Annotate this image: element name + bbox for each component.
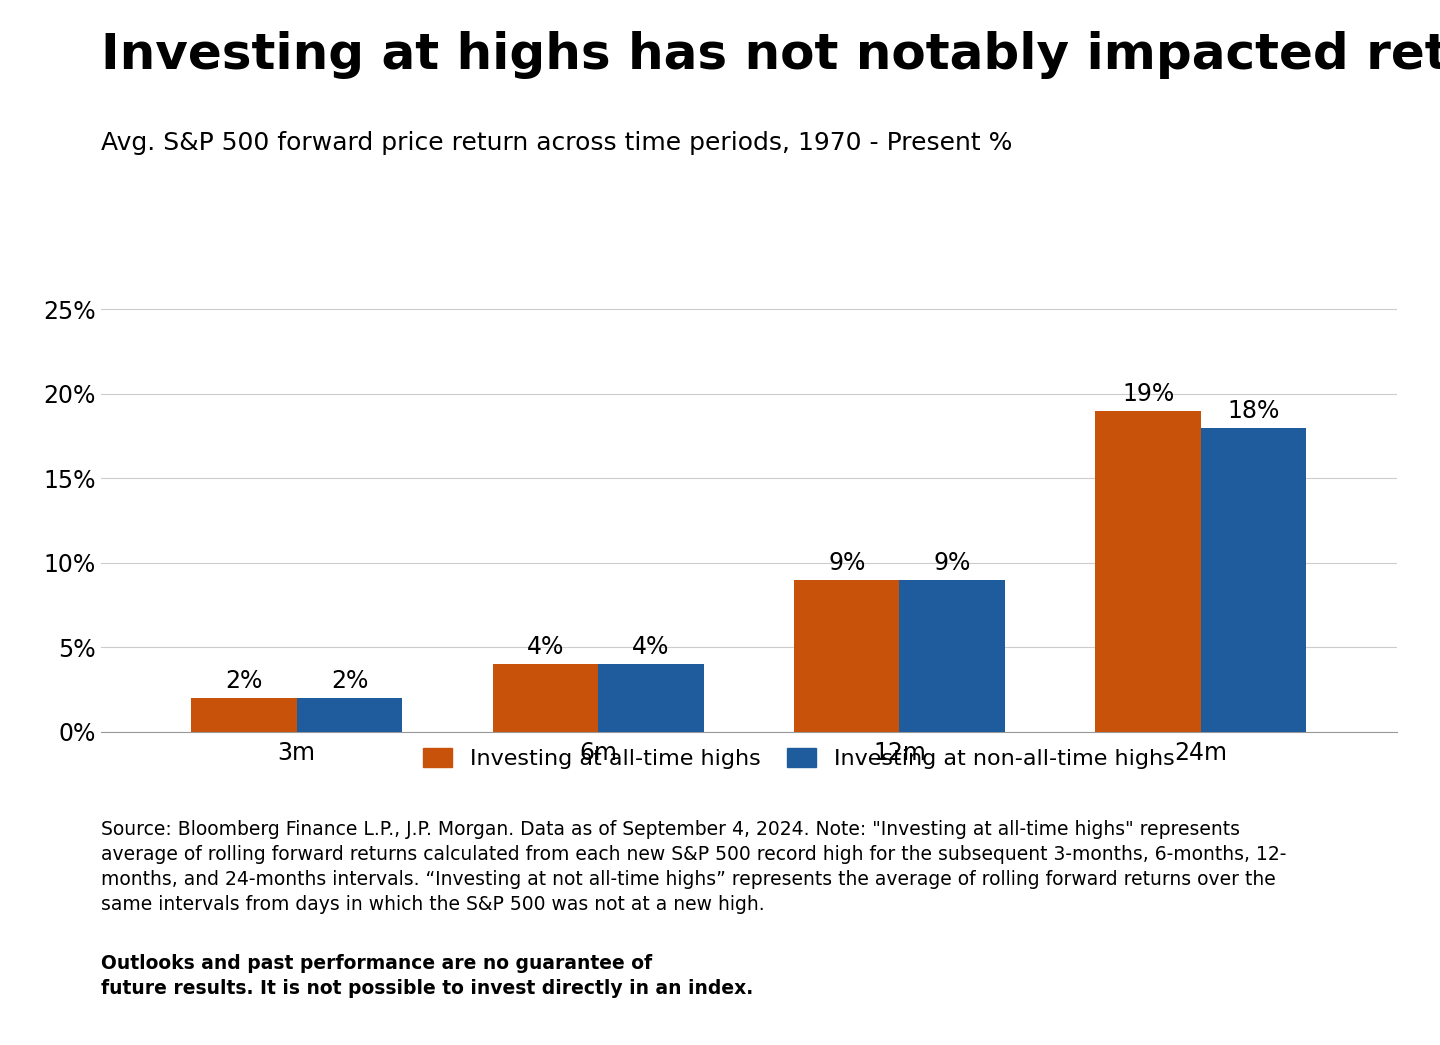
Text: 18%: 18% bbox=[1227, 398, 1280, 422]
Text: 2%: 2% bbox=[225, 669, 262, 693]
Text: Outlooks and past performance are no guarantee of
future results. It is not poss: Outlooks and past performance are no gua… bbox=[101, 954, 753, 998]
Bar bbox=[900, 580, 1005, 731]
Bar bbox=[1201, 427, 1306, 732]
Bar bbox=[598, 664, 704, 732]
Text: 9%: 9% bbox=[933, 551, 971, 575]
Text: 4%: 4% bbox=[632, 635, 670, 659]
Bar bbox=[192, 698, 297, 732]
Text: 2%: 2% bbox=[331, 669, 369, 693]
Bar bbox=[492, 664, 598, 732]
Text: Investing at highs has not notably impacted returns: Investing at highs has not notably impac… bbox=[101, 31, 1440, 79]
Text: 19%: 19% bbox=[1122, 381, 1174, 405]
Text: Source: Bloomberg Finance L.P., J.P. Morgan. Data as of September 4, 2024. Note:: Source: Bloomberg Finance L.P., J.P. Mor… bbox=[101, 820, 1286, 914]
Bar bbox=[297, 698, 402, 732]
Text: 4%: 4% bbox=[527, 635, 564, 659]
Legend: Investing at all-time highs, Investing at non-all-time highs: Investing at all-time highs, Investing a… bbox=[415, 739, 1184, 777]
Bar bbox=[793, 580, 900, 731]
Text: Avg. S&P 500 forward price return across time periods, 1970 - Present %: Avg. S&P 500 forward price return across… bbox=[101, 131, 1012, 155]
Text: 9%: 9% bbox=[828, 551, 865, 575]
Bar bbox=[1096, 411, 1201, 732]
